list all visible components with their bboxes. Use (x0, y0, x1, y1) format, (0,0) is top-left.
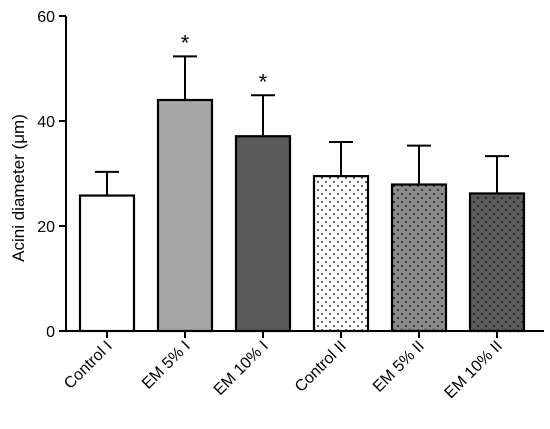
bar-control-i (78, 194, 136, 333)
y-axis-label: Acini diameter (μm) (9, 114, 28, 262)
bar-em-5-ii (390, 183, 448, 333)
x-tick-label: EM 5% II (370, 338, 428, 396)
axes-group (59, 15, 544, 338)
y-axis-tick-labels-group: 0 20 40 60 (37, 9, 55, 341)
bar-em-5-i (156, 98, 214, 333)
bar-em-10-i (234, 135, 292, 333)
y-tick-label: 20 (37, 219, 55, 236)
x-tick-label: EM 5% I (139, 338, 194, 393)
x-tick-label: Control II (292, 338, 350, 396)
y-tick-label: 0 (46, 324, 55, 341)
x-tick-label: Control I (61, 338, 116, 393)
x-tick-label: EM 10% I (211, 338, 272, 399)
annotations-group: ** (181, 30, 268, 94)
bars-group (78, 98, 526, 333)
y-tick-label: 40 (37, 114, 55, 131)
y-tick-label: 60 (37, 9, 55, 26)
x-tick-label: EM 10% II (442, 338, 506, 402)
significance-marker: * (259, 69, 268, 94)
bar-control-ii (312, 175, 370, 333)
x-axis-labels-group: Control I EM 5% I EM 10% I Control II EM 5% … (61, 338, 506, 402)
error-bars-group (95, 55, 509, 196)
significance-marker: * (181, 30, 190, 55)
bar-em-10-ii (468, 192, 526, 333)
